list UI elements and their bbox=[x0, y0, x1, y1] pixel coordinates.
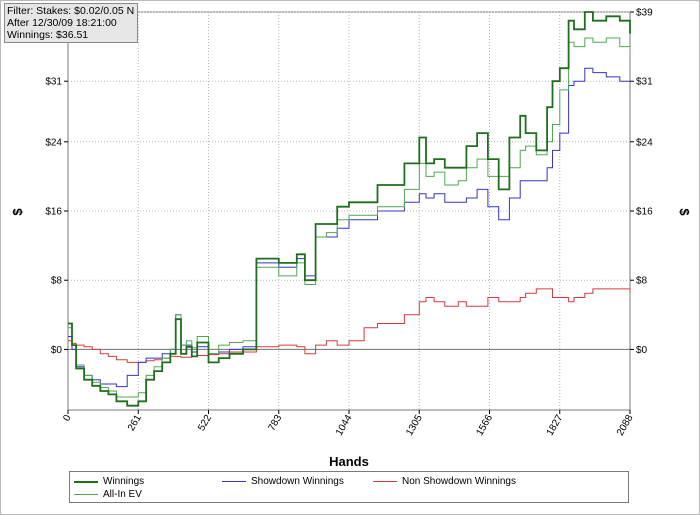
series-line-winnings bbox=[68, 11, 631, 407]
x-tick-label: 0 bbox=[61, 413, 74, 424]
x-tick-label: 2088 bbox=[615, 413, 636, 438]
legend-item-showdown: Showdown Winnings bbox=[222, 476, 344, 487]
x-axis: 0 261 522 783 1044 1305 1566 1827 2088 bbox=[61, 410, 636, 438]
y-axis-title-left: $ bbox=[10, 208, 25, 216]
legend-label-winnings: Winnings bbox=[103, 476, 145, 487]
x-tick-label: 1566 bbox=[474, 413, 495, 438]
legend-swatch-winnings bbox=[74, 480, 98, 483]
x-tick-label: 783 bbox=[266, 413, 284, 433]
y-tick-label-left: $8 bbox=[51, 276, 63, 287]
legend-swatch-all-in-ev bbox=[74, 494, 98, 495]
y-tick-label-left: $16 bbox=[45, 207, 62, 218]
y-tick-label-left: $0 bbox=[51, 345, 63, 356]
legend: Winnings All-In EV Showdown Winnings Non… bbox=[69, 471, 629, 503]
legend-swatch-non-showdown bbox=[373, 481, 397, 482]
legend-item-winnings: Winnings bbox=[74, 476, 144, 487]
y-tick-label-left: $31 bbox=[45, 77, 62, 88]
y-axis-title-right: $ bbox=[677, 208, 692, 216]
winnings-total-text: Winnings: $36.51 bbox=[7, 29, 89, 41]
y-tick-label-right: $8 bbox=[636, 276, 648, 287]
y-tick-label-right: $31 bbox=[636, 77, 653, 88]
grid-lines bbox=[68, 11, 630, 410]
y-axis-left: $0$8$16$24$31$39 bbox=[45, 8, 68, 356]
x-tick-label: 1305 bbox=[404, 413, 425, 438]
y-tick-label-right: $24 bbox=[636, 137, 653, 148]
legend-item-all-in-ev: All-In EV bbox=[74, 489, 142, 500]
filter-stakes-text: Filter: Stakes: $0.02/0.05 NL bbox=[7, 5, 135, 17]
legend-label-showdown: Showdown Winnings bbox=[251, 476, 344, 487]
y-axis-right: $0 $8 $16 $24 $31 $39 bbox=[630, 8, 653, 356]
filter-date-text: After 12/30/09 18:21:00 bbox=[7, 17, 117, 29]
legend-label-non-showdown: Non Showdown Winnings bbox=[402, 476, 516, 487]
legend-label-all-in-ev: All-In EV bbox=[103, 489, 142, 500]
y-tick-label-left: $24 bbox=[45, 137, 62, 148]
x-tick-label: 1827 bbox=[545, 413, 566, 438]
legend-item-non-showdown: Non Showdown Winnings bbox=[373, 476, 516, 487]
x-axis-title: Hands bbox=[329, 454, 369, 469]
y-tick-label-right: $0 bbox=[636, 345, 648, 356]
filter-info-box: Filter: Stakes: $0.02/0.05 NL After 12/3… bbox=[4, 3, 138, 43]
x-tick-label: 522 bbox=[196, 413, 214, 433]
legend-swatch-showdown bbox=[222, 481, 246, 482]
y-tick-label-right: $39 bbox=[636, 8, 653, 19]
y-tick-label-right: $16 bbox=[636, 207, 653, 218]
series-lines bbox=[68, 11, 631, 407]
x-tick-label: 261 bbox=[126, 413, 144, 433]
x-tick-label: 1044 bbox=[334, 413, 355, 438]
